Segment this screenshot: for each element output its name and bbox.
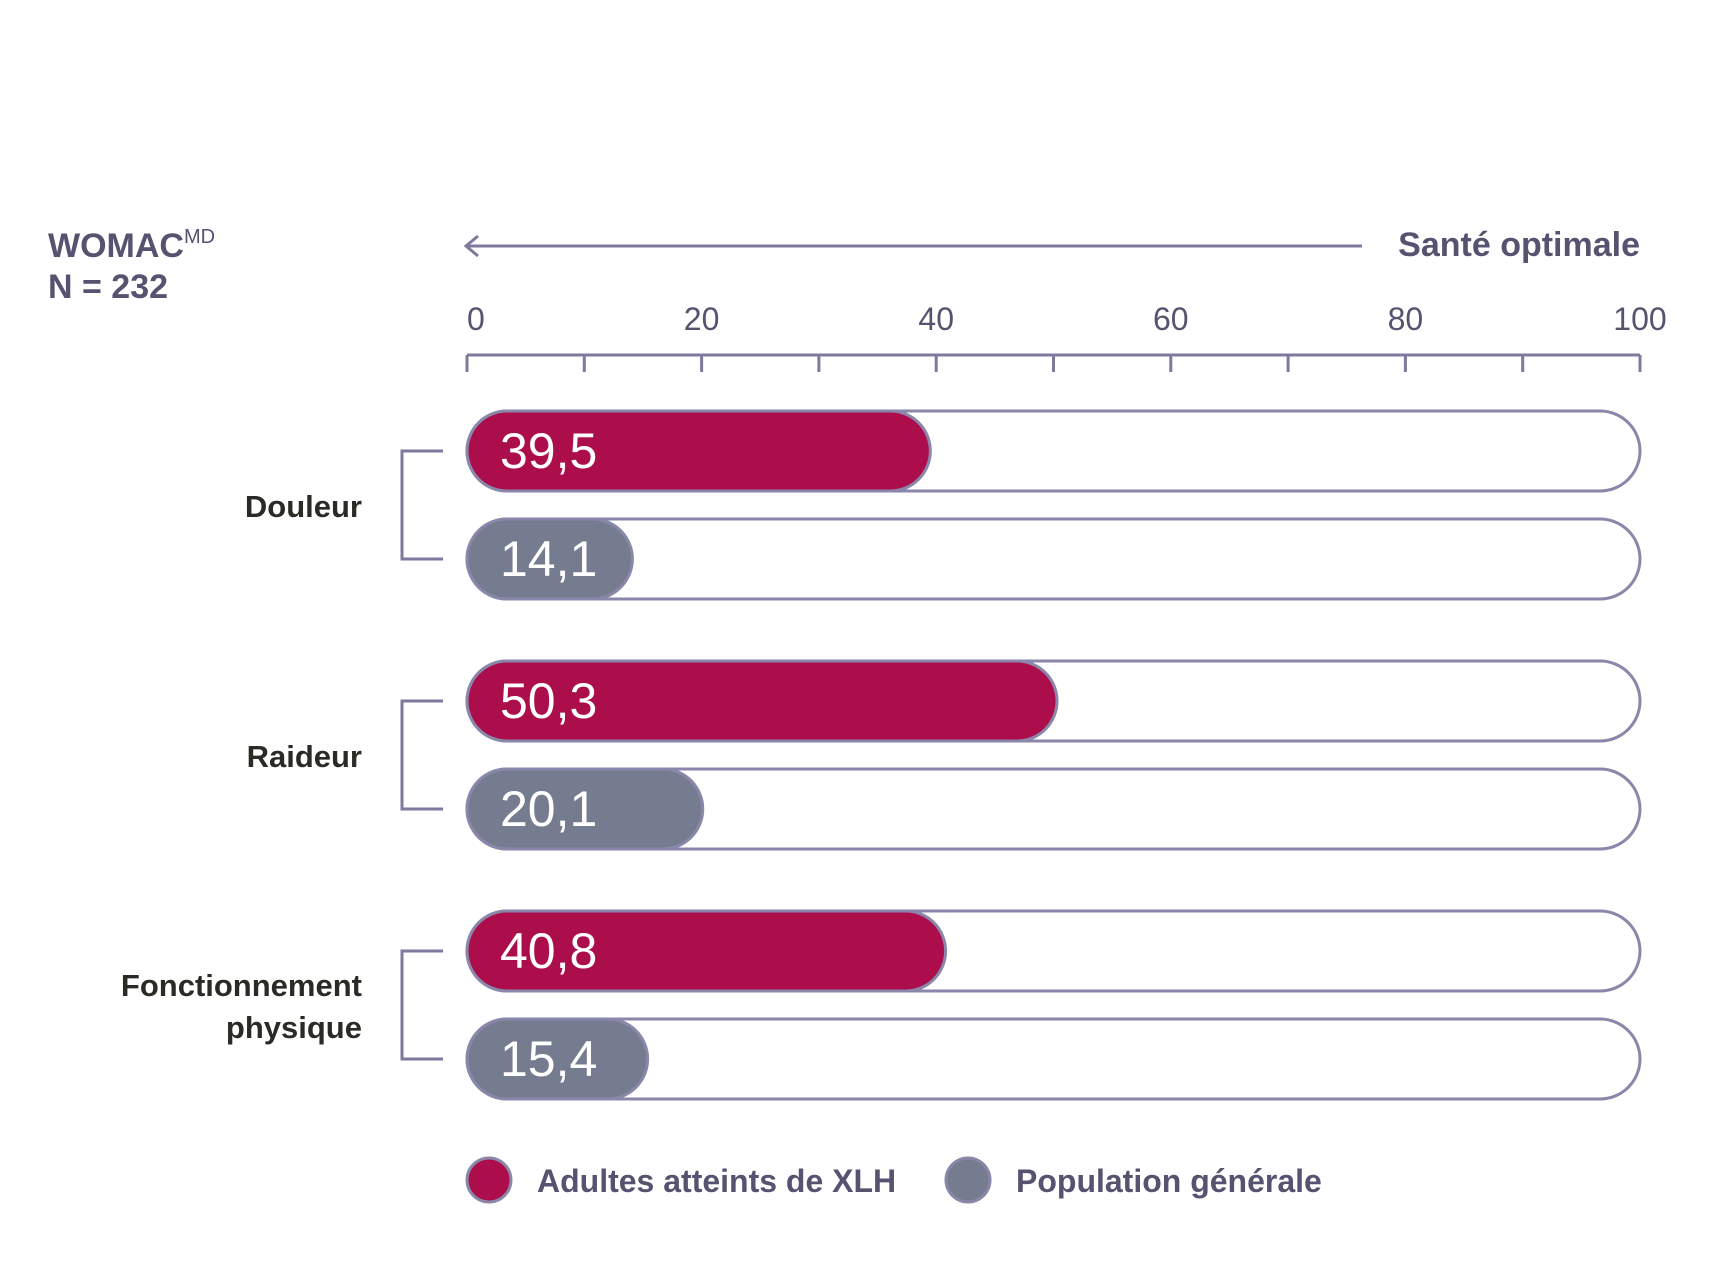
bar-value-label: 39,5	[500, 423, 597, 479]
x-tick-label: 60	[1153, 301, 1189, 337]
legend-swatch	[465, 1156, 513, 1204]
x-tick-label: 0	[467, 301, 485, 337]
bar-value-label: 20,1	[500, 781, 597, 837]
category-label: Fonctionnement	[121, 968, 362, 1003]
category-label: Douleur	[245, 489, 362, 524]
direction-label: Santé optimale	[1398, 226, 1640, 264]
x-tick-label: 100	[1613, 301, 1666, 337]
bar-track	[465, 517, 1642, 601]
x-tick-label: 40	[918, 301, 954, 337]
bar	[465, 517, 634, 601]
bar-groups: 39,5 14,1 Douleur 50,3 20,1 Raideur 40,8 15,4 Fo…	[121, 409, 1642, 1101]
category-label: physique	[226, 1010, 362, 1045]
legend-item: Adultes atteints de XLH	[465, 1156, 896, 1204]
bar	[465, 1017, 650, 1101]
category-label: Raideur	[247, 739, 362, 774]
title-superscript: MD	[184, 226, 215, 248]
group-bracket	[400, 699, 443, 811]
x-tick-label: 20	[684, 301, 720, 337]
group-bracket	[400, 449, 443, 561]
direction-arrow-icon	[463, 234, 1362, 258]
bar-value-label: 40,8	[500, 923, 597, 979]
group-bracket	[400, 949, 443, 1061]
bar	[465, 909, 948, 993]
bar	[465, 409, 932, 493]
chart-title: WOMACMD	[48, 226, 215, 265]
bar-group: 50,3 20,1 Raideur	[247, 659, 1642, 851]
bar-value-label: 14,1	[500, 531, 597, 587]
legend-label: Population générale	[1016, 1163, 1322, 1199]
sample-size: N = 232	[48, 268, 168, 306]
x-axis: 0 20 40 60 80 100	[465, 301, 1667, 372]
legend: Adultes atteints de XLH Population généra…	[465, 1156, 1322, 1204]
bar	[465, 767, 705, 851]
legend-item: Population générale	[944, 1156, 1322, 1204]
legend-label: Adultes atteints de XLH	[537, 1163, 896, 1199]
legend-swatch	[944, 1156, 992, 1204]
bar	[465, 659, 1059, 743]
x-tick-label: 80	[1388, 301, 1424, 337]
bar-group: 39,5 14,1 Douleur	[245, 409, 1642, 601]
bar-value-label: 50,3	[500, 673, 597, 729]
bar-value-label: 15,4	[500, 1031, 597, 1087]
bar-group: 40,8 15,4 Fonctionnement physique	[121, 909, 1642, 1101]
